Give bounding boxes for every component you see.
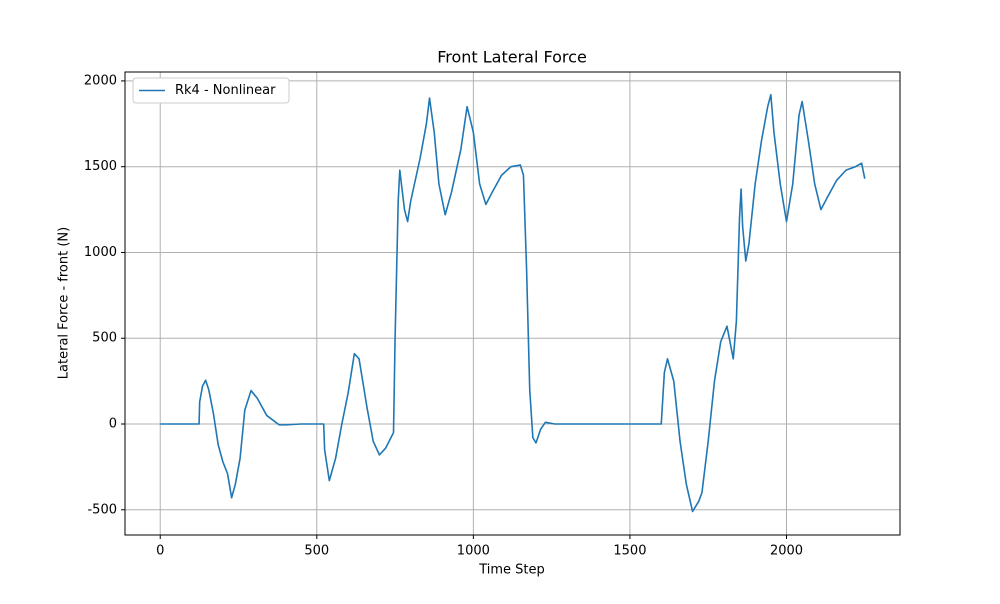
chart-title: Front Lateral Force — [437, 48, 587, 67]
data-line — [160, 93, 866, 513]
y-tick-label: 0 — [109, 417, 117, 432]
x-axis-label: Time Step — [478, 563, 545, 578]
x-tick-label: 0 — [156, 544, 164, 559]
y-tick-label: 1500 — [84, 159, 117, 174]
x-tick-label: 1000 — [457, 544, 490, 559]
y-tick-label: 500 — [92, 331, 117, 346]
x-tick-label: 500 — [304, 544, 329, 559]
plot-frame — [124, 71, 901, 536]
x-tick-label: 2000 — [770, 544, 803, 559]
y-tick-label: 2000 — [84, 73, 117, 88]
y-axis-label: Lateral Force - front (N) — [57, 227, 72, 379]
x-tick-label: 1500 — [613, 544, 646, 559]
y-tick-label: -500 — [87, 502, 117, 517]
legend-label: Rk4 - Nonlinear — [175, 83, 276, 98]
legend-box — [132, 77, 290, 104]
y-tick-label: 1000 — [84, 245, 117, 260]
